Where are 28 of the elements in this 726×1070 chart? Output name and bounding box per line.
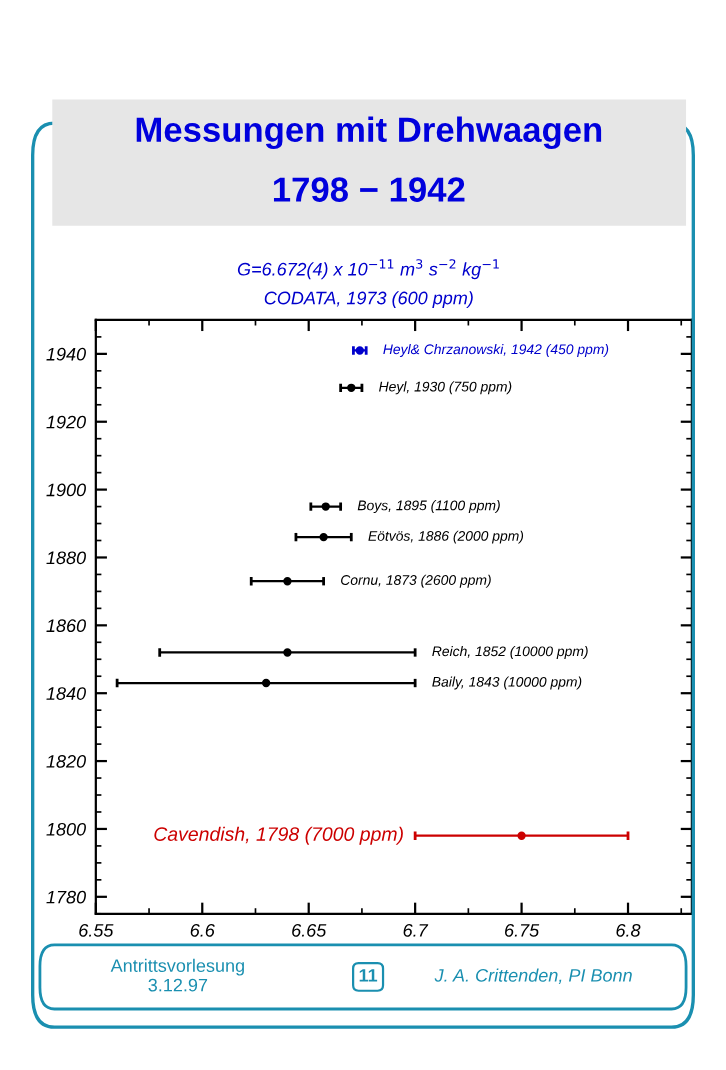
y-tick-label: 1800 — [46, 822, 86, 836]
point — [261, 678, 271, 688]
y-tick-label: 1860 — [46, 619, 86, 633]
point — [283, 577, 292, 586]
text: G=6.672(4) x 10$^{−11}$ m$^{3}$ s$^{−2}$ kg$^{−1}$ CODATA, 1973 (600 ppm) — [237, 259, 499, 308]
x-tick-label: 6.6 — [190, 923, 215, 937]
y-tick-label: 1880 — [46, 551, 86, 565]
point — [283, 648, 292, 657]
x-tick-label: 6.55 — [79, 923, 114, 937]
y-tick-label: 1940 — [46, 347, 86, 361]
y-tick-label: 1900 — [46, 483, 86, 497]
x-tick-label: 6.7 — [403, 923, 429, 937]
point — [517, 831, 526, 840]
point — [321, 502, 330, 511]
y-tick-label: 1780 — [46, 890, 86, 904]
x-tick-label: 6.8 — [616, 923, 641, 937]
text: Antrittsvorlesung 3.12.97 — [110, 958, 244, 992]
point — [347, 383, 356, 392]
x-tick-label: 6.65 — [292, 923, 327, 937]
y-tick-label: 1920 — [46, 415, 86, 429]
annotation: Cavendish, 1798 (7000 ppm) — [154, 826, 403, 845]
x-tick-label: 6.75 — [505, 923, 540, 937]
text: 11 — [359, 969, 378, 982]
y-tick-label: 1820 — [46, 755, 86, 768]
point — [319, 532, 328, 542]
y-tick-label: 1840 — [46, 687, 86, 700]
chart-title: Messungen mit Drehwaagen 1798 − 1942 — [136, 116, 602, 202]
text: J. A. Crittenden, PI Bonn — [434, 968, 632, 984]
